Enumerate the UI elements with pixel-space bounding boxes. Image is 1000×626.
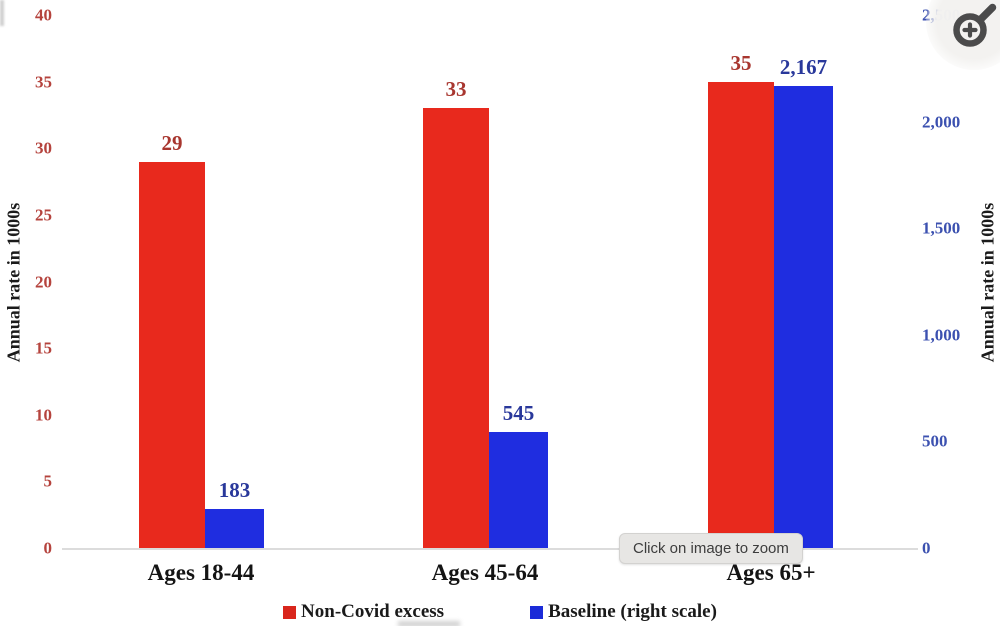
legend-item-non-covid-excess: Non-Covid excess [283, 601, 444, 623]
bar-non-covid-excess-ages-18-44 [139, 161, 205, 548]
bar-non-covid-excess-ages-45-64 [423, 108, 489, 548]
edge-artifact [0, 0, 4, 26]
category-label-ages-65+: Ages 65+ [726, 560, 816, 585]
bar-non-covid-excess-ages-65+ [708, 81, 774, 548]
legend-label: Baseline (right scale) [548, 601, 717, 622]
category-label-ages-18-44: Ages 18-44 [147, 560, 255, 585]
legend-swatch-red [283, 605, 297, 619]
left-axis-tick-20: 20 [35, 272, 52, 291]
left-axis-tick-5: 5 [43, 471, 53, 491]
value-label-blue: 545 [502, 400, 535, 425]
left-axis-tick-30: 30 [35, 138, 52, 158]
magnifier-plus-icon [953, 3, 997, 47]
value-label-red: 29 [161, 130, 183, 155]
right-axis-title: Annual rate in 1000s [977, 202, 998, 363]
right-axis-tick-2000: 2,000 [922, 112, 961, 132]
left-axis-tick-35: 35 [35, 72, 52, 92]
bar-baseline-ages-65+ [774, 85, 833, 548]
right-axis-tick-1500: 1,500 [922, 218, 961, 238]
right-axis-tick-1000: 1,000 [922, 325, 961, 345]
legend-item-baseline: Baseline (right scale) [530, 601, 717, 623]
value-label-red: 33 [445, 77, 467, 102]
legend: Non-Covid excess Baseline (right scale) [0, 601, 1000, 623]
left-axis-tick-25: 25 [35, 205, 52, 225]
left-axis-tick-15: 15 [35, 338, 52, 358]
legend-swatch-blue [530, 605, 544, 619]
right-axis-tick-0: 0 [922, 538, 931, 558]
left-axis-tick-40: 40 [35, 5, 52, 25]
bar-baseline-ages-45-64 [489, 431, 548, 548]
zoom-hint-text: Click on image to zoom [633, 540, 789, 557]
zoom-button[interactable] [950, 2, 998, 50]
right-axis-tick-500: 500 [922, 431, 948, 451]
legend-label: Non-Covid excess [301, 601, 445, 622]
x-axis-line [62, 548, 918, 550]
value-label-red: 35 [730, 50, 752, 75]
category-label-ages-45-64: Ages 45-64 [431, 560, 539, 585]
value-label-blue: 183 [218, 477, 251, 502]
left-axis-tick-10: 10 [35, 405, 52, 425]
zoom-hint-tooltip: Click on image to zoom [619, 533, 803, 564]
value-label-blue: 2,167 [779, 54, 828, 79]
left-axis-tick-0: 0 [43, 538, 53, 558]
bar-baseline-ages-18-44 [205, 508, 264, 548]
bottom-edge-artifact [398, 621, 460, 626]
